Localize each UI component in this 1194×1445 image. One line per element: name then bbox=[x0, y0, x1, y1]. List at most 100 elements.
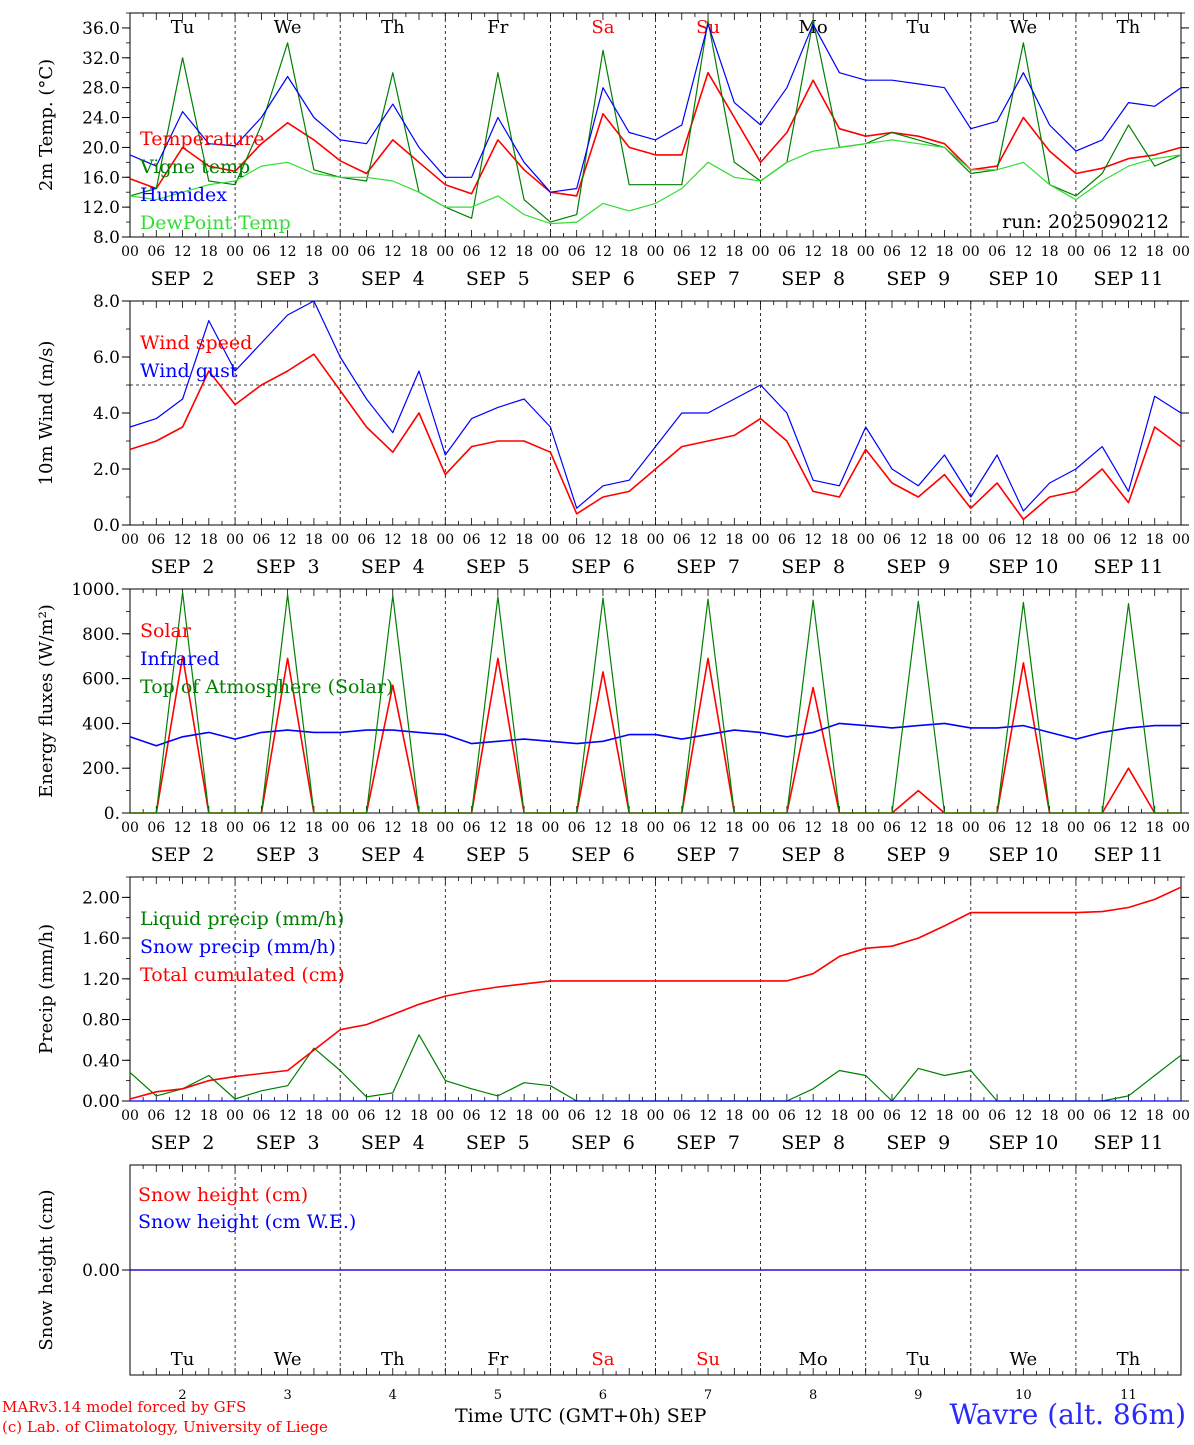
panel-1-y-tick-label: 36.0 bbox=[82, 19, 120, 39]
panel-1-series-4-line bbox=[129, 139, 1182, 225]
panel-3-series-3-line bbox=[130, 591, 1181, 814]
panel-1-hour-label: 12 bbox=[384, 244, 402, 260]
x-axis-title: Time UTC (GMT+0h) SEP bbox=[455, 1405, 707, 1427]
panel-1-hour-label: 00 bbox=[857, 244, 875, 260]
panel-4-date-label: SEP 11 bbox=[1094, 1132, 1164, 1154]
panel-2-hour-label: 18 bbox=[515, 532, 533, 548]
panel-4-hour-label: 18 bbox=[410, 1108, 428, 1124]
panel-4-hour-label: 00 bbox=[752, 1108, 770, 1124]
panel-2-hour-label: 00 bbox=[226, 532, 244, 548]
panel-2-hour-label: 06 bbox=[463, 532, 481, 548]
panel-1-day-label: Fr bbox=[487, 17, 508, 38]
panel-1-hour-label: 00 bbox=[436, 244, 454, 260]
panel-3-y-axis-label: Energy fluxes (W/m²) bbox=[36, 604, 57, 798]
panel-1-date-label: SEP 6 bbox=[571, 268, 635, 290]
panel-1-hour-label: 18 bbox=[1146, 244, 1164, 260]
panel-5-legend-entry: Snow height (cm W.E.) bbox=[138, 1211, 356, 1233]
panel-3-hour-label: 06 bbox=[988, 820, 1006, 836]
panel-1-legend-entry: Temperature bbox=[140, 128, 264, 150]
panel-1-hour-label: 00 bbox=[121, 244, 139, 260]
panel-3-frame bbox=[129, 588, 1182, 814]
panel-3-hour-label: 06 bbox=[1093, 820, 1111, 836]
panel-1-hour-label: 06 bbox=[673, 244, 691, 260]
panel-2-hour-label: 00 bbox=[1067, 532, 1085, 548]
panel-2-date-label: SEP 7 bbox=[676, 556, 740, 578]
panel-4-hour-label: 12 bbox=[909, 1108, 927, 1124]
panel-3-y-tick-label: 1000. bbox=[71, 580, 120, 600]
panel-4-hour-label: 18 bbox=[305, 1108, 323, 1124]
panel-4-hour-label: 00 bbox=[1172, 1108, 1190, 1124]
panel-4-hour-label: 18 bbox=[936, 1108, 954, 1124]
panel-1-day-label: We bbox=[1010, 17, 1038, 38]
panel-2-date-label: SEP 9 bbox=[886, 556, 950, 578]
panel-5-legend-entry: Snow height (cm) bbox=[138, 1184, 308, 1206]
panel-4-date-label: SEP 4 bbox=[361, 1132, 425, 1154]
panel-2-hour-label: 00 bbox=[121, 532, 139, 548]
panel-3-hour-label: 00 bbox=[121, 820, 139, 836]
panel-4-date-label: SEP 9 bbox=[886, 1132, 950, 1154]
panel-5-y-axis-label: Snow height (cm) bbox=[36, 1189, 57, 1350]
panel-4-hour-label: 00 bbox=[331, 1108, 349, 1124]
panel-1-y-tick-label: 28.0 bbox=[82, 79, 120, 99]
panel-1-hour-label: 06 bbox=[358, 244, 376, 260]
panel-1-run-annotation: run: 2025090212 bbox=[1002, 211, 1169, 233]
panel-5-day-label: Th bbox=[1117, 1349, 1141, 1370]
panel-1-hour-label: 00 bbox=[331, 244, 349, 260]
panel-1-hour-label: 12 bbox=[594, 244, 612, 260]
panel-3-hour-label: 18 bbox=[305, 820, 323, 836]
panel-5-day-label: Mo bbox=[799, 1349, 828, 1370]
panel-3-y-tick-label: 200. bbox=[82, 759, 120, 779]
panel-2-date-label: SEP 10 bbox=[988, 556, 1058, 578]
panel-3-hour-label: 18 bbox=[515, 820, 533, 836]
panel-4-legend-entry: Snow precip (mm/h) bbox=[140, 936, 336, 958]
panel-3-hour-label: 06 bbox=[778, 820, 796, 836]
panel-2-hour-label: 18 bbox=[620, 532, 638, 548]
panel-2-date-label: SEP 6 bbox=[571, 556, 635, 578]
panel-2-hour-label: 12 bbox=[804, 532, 822, 548]
panel-1-hour-label: 06 bbox=[1093, 244, 1111, 260]
panel-3-hour-label: 00 bbox=[226, 820, 244, 836]
panel-4-hour-label: 06 bbox=[568, 1108, 586, 1124]
panel-1-hour-label: 06 bbox=[568, 244, 586, 260]
panel-4-hour-label: 00 bbox=[647, 1108, 665, 1124]
panel-4-date-label: SEP 7 bbox=[676, 1132, 740, 1154]
panel-2-hour-label: 06 bbox=[147, 532, 165, 548]
panel-4-hour-label: 18 bbox=[515, 1108, 533, 1124]
panel-2-hour-label: 18 bbox=[200, 532, 218, 548]
panel-1-hour-label: 18 bbox=[515, 244, 533, 260]
panel-2-y-tick-label: 4.0 bbox=[93, 404, 120, 424]
panel-3-hour-label: 12 bbox=[384, 820, 402, 836]
panel-1-hour-label: 18 bbox=[620, 244, 638, 260]
panel-2-hour-label: 00 bbox=[962, 532, 980, 548]
panel-1-date-label: SEP 7 bbox=[676, 268, 740, 290]
panel-5-day-number: 8 bbox=[809, 1388, 817, 1403]
panel-2-legend-entry: Wind speed bbox=[140, 332, 252, 354]
panel-5-y-tick-label: 0.00 bbox=[82, 1261, 120, 1281]
lab-credit: (c) Lab. of Climatology, University of L… bbox=[2, 1418, 328, 1436]
panel-3-date-label: SEP 6 bbox=[571, 844, 635, 866]
panel-3-date-label: SEP 11 bbox=[1094, 844, 1164, 866]
panel-3-hour-label: 00 bbox=[857, 820, 875, 836]
panel-4-series-3-line bbox=[129, 886, 1182, 1100]
panel-5-day-label: Sa bbox=[591, 1349, 614, 1370]
panel-3-hour-label: 12 bbox=[279, 820, 297, 836]
panel-3-y-tick-label: 800. bbox=[82, 625, 120, 645]
panel-1-y-tick-label: 8.0 bbox=[93, 228, 120, 248]
panel-3-legend-entry: Top of Atmosphere (Solar) bbox=[140, 676, 393, 698]
panel-3-date-label: SEP 3 bbox=[256, 844, 320, 866]
panel-1-y-tick-label: 12.0 bbox=[82, 198, 120, 218]
panel-2-hour-label: 00 bbox=[541, 532, 559, 548]
panel-4-y-tick-label: 2.00 bbox=[82, 888, 120, 908]
panel-4-hour-label: 00 bbox=[121, 1108, 139, 1124]
panel-3-hour-label: 12 bbox=[1014, 820, 1032, 836]
panel-1-date-label: SEP 8 bbox=[781, 268, 845, 290]
panel-2-date-label: SEP 3 bbox=[256, 556, 320, 578]
panel-1-date-label: SEP 9 bbox=[886, 268, 950, 290]
panel-4-hour-label: 06 bbox=[463, 1108, 481, 1124]
panel-2-hour-label: 00 bbox=[1172, 532, 1190, 548]
panel-2-y-axis-label: 10m Wind (m/s) bbox=[36, 341, 57, 486]
panel-1-date-label: SEP 10 bbox=[988, 268, 1058, 290]
panel-2-hour-label: 06 bbox=[988, 532, 1006, 548]
panel-4-series-1-line bbox=[129, 1034, 1182, 1102]
